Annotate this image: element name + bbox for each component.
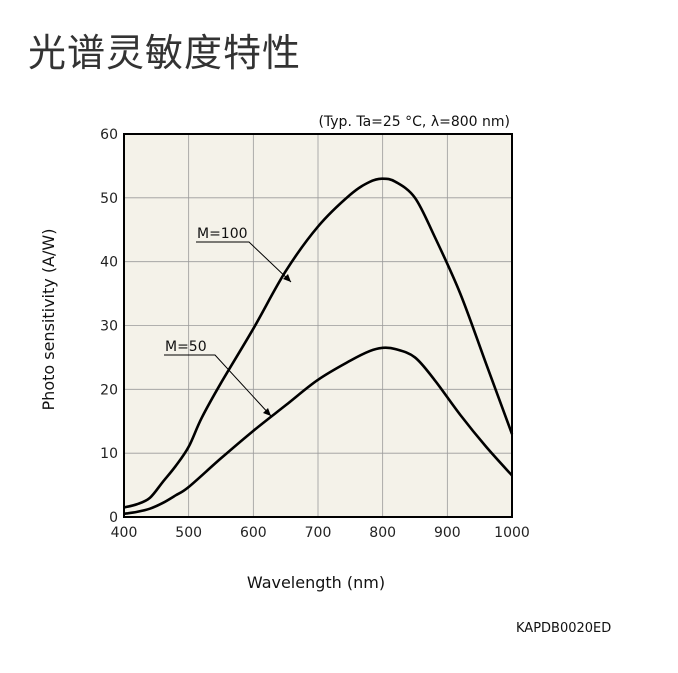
x-tick-label: 400 [111, 525, 138, 541]
figure-code: KAPDB0020ED [516, 621, 611, 636]
x-tick-label: 600 [240, 525, 267, 541]
series-label-m100: M=100 [197, 226, 248, 242]
leader-line-m100 [196, 241, 292, 283]
x-tick-label: 1000 [494, 525, 530, 541]
plot-frame [123, 133, 513, 518]
series-label-m50: M=50 [165, 339, 207, 355]
x-axis-title: Wavelength (nm) [247, 573, 385, 592]
leader-line-m50 [164, 354, 272, 417]
grid-lines [124, 134, 512, 517]
x-tick-label: 900 [434, 525, 461, 541]
y-tick-label: 50 [100, 191, 118, 207]
x-tick-label: 800 [369, 525, 396, 541]
leader-arrow-m100 [283, 274, 291, 282]
series-line-m50 [123, 346, 513, 516]
series-label-leaders [164, 241, 292, 417]
y-tick-label: 0 [109, 510, 118, 526]
y-tick-labels: 0 10 20 30 40 50 60 [100, 127, 118, 526]
x-tick-labels: 400 500 600 700 800 900 1000 [111, 525, 530, 541]
y-tick-label: 60 [100, 127, 118, 143]
y-tick-label: 10 [100, 446, 118, 462]
y-tick-label: 20 [100, 382, 118, 398]
series-lines [123, 177, 514, 516]
y-tick-label: 30 [100, 319, 118, 335]
measurement-conditions: (Typ. Ta=25 °C, λ=800 nm) [318, 114, 510, 130]
page-title: 光谱灵敏度特性 [28, 31, 302, 75]
series-line-m100 [123, 177, 514, 509]
y-tick-label: 40 [100, 255, 118, 271]
x-tick-label: 500 [175, 525, 202, 541]
x-tick-label: 700 [305, 525, 332, 541]
y-axis-title: Photo sensitivity (A/W) [39, 229, 58, 411]
leader-arrow-m50 [263, 408, 271, 416]
